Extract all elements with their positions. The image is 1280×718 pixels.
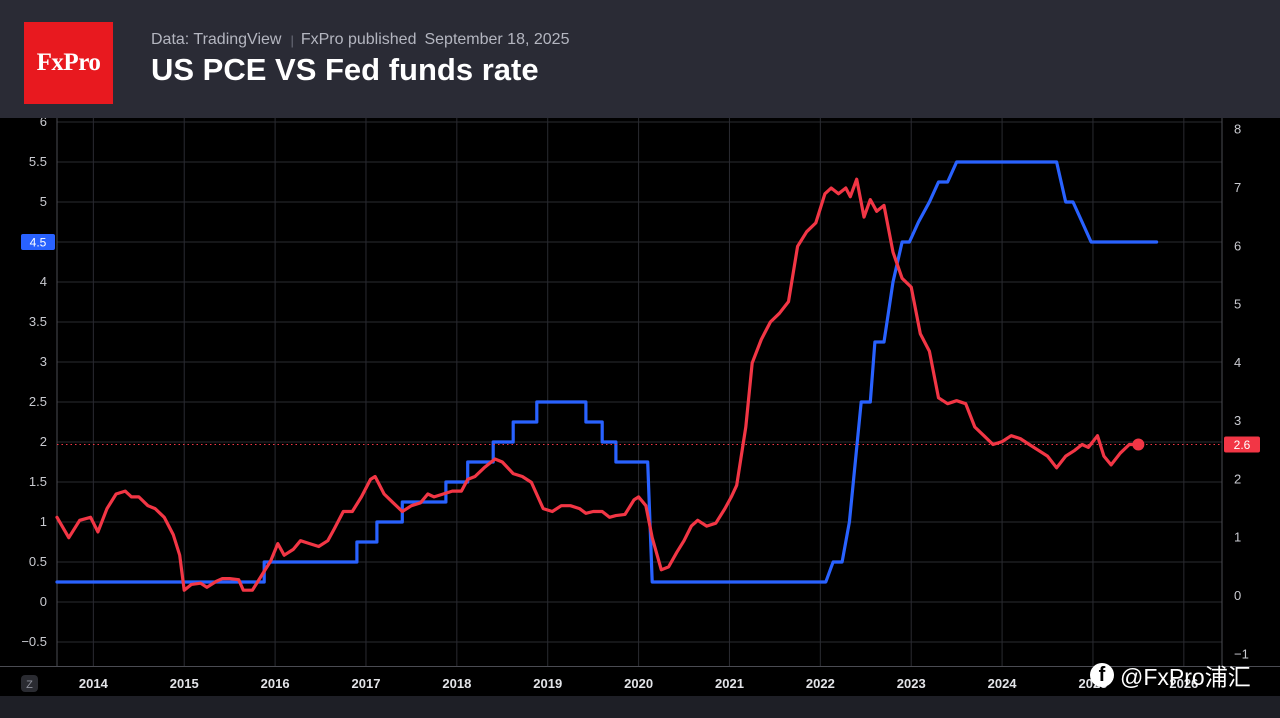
left-tick-label: 1 <box>40 514 47 529</box>
fed_funds-line <box>55 160 1159 584</box>
marker-layer <box>57 438 1222 451</box>
right-tick-label: 1 <box>1234 530 1241 545</box>
chart-grid <box>0 118 1280 667</box>
x-axis: 2014 2015 2016 2017 2018 2019 2020 2021 2022 2023… <box>21 675 1198 692</box>
right-tick-label: 0 <box>1234 588 1241 603</box>
right-axis: 8 7 6 5 4 3 2 1 0 −1 2.6 <box>1224 122 1260 661</box>
publisher: FxPro published <box>300 31 417 48</box>
x-tick-label: 2023 <box>897 676 926 691</box>
fed-funds-badge-label: 4.5 <box>30 236 47 250</box>
fed-funds-badge-bg <box>21 234 55 250</box>
left-tick-label: 5 <box>40 194 47 209</box>
x-tick-label: 2017 <box>352 676 381 691</box>
x-tick-label: 2019 <box>533 676 562 691</box>
axis-corner: Z <box>21 675 38 692</box>
left-tick-label: −0.5 <box>21 634 47 649</box>
chart-meta: Data: TradingView | FxPro published Sept… <box>151 30 569 50</box>
left-tick-label: 2.5 <box>29 394 47 409</box>
left-tick-label: 5.5 <box>29 154 47 169</box>
x-tick-label: 2016 <box>261 676 290 691</box>
right-tick-label: 2 <box>1234 471 1241 486</box>
right-tick-label: 3 <box>1234 413 1241 428</box>
right-tick-label: 4 <box>1234 355 1241 370</box>
x-tick-label: 2020 <box>624 676 653 691</box>
chart-title: US PCE VS Fed funds rate <box>151 52 539 87</box>
meta-separator: | <box>290 32 294 48</box>
axis-corner-box <box>21 675 38 692</box>
pce-last-point <box>1132 438 1145 451</box>
pce-badge-label: 2.6 <box>1234 438 1251 452</box>
left-tick-label: 4 <box>40 274 47 289</box>
fed-funds-value-badge: 4.5 <box>21 234 55 250</box>
data-source: Data: TradingView <box>151 31 282 48</box>
x-tick-label: 2026 <box>1169 676 1198 691</box>
facebook-icon: f <box>1090 663 1114 687</box>
pce-line <box>55 177 1140 592</box>
plot-area <box>57 118 1222 666</box>
left-axis: 65.554.543.532.521.510.50−0.54.5 <box>21 118 55 649</box>
left-tick-label: 0.5 <box>29 554 47 569</box>
pce-value-badge: 2.6 <box>1224 436 1260 453</box>
right-tick-label: 6 <box>1234 238 1241 253</box>
bottom-strip <box>0 696 1280 718</box>
left-tick-label: 1.5 <box>29 474 47 489</box>
pce-vs-fed-funds-chart: 65.554.543.532.521.510.50−0.54.5 8765432… <box>0 118 1280 692</box>
publish-date: September 18, 2025 <box>424 31 570 48</box>
right-tick-label: −1 <box>1234 646 1249 661</box>
x-tick-label: 2018 <box>442 676 471 691</box>
right-tick-label: 5 <box>1234 297 1241 312</box>
fxpro-logo: FxPro <box>24 22 113 104</box>
series-layer <box>55 160 1159 592</box>
left-tick-label: 0 <box>40 594 47 609</box>
left-tick-label: 6 <box>40 118 47 129</box>
x-tick-label: 2014 <box>79 676 109 691</box>
x-tick-label: 2015 <box>170 676 199 691</box>
left-tick-label: 3.5 <box>29 314 47 329</box>
watermark-text: @FxPro浦汇 <box>1120 664 1251 690</box>
left-tick-label: 3 <box>40 354 47 369</box>
x-tick-label: 2022 <box>806 676 835 691</box>
x-tick-label: 2024 <box>988 676 1018 691</box>
left-tick-label: 2 <box>40 434 47 449</box>
watermark: f @FxPro浦汇 <box>1090 660 1251 690</box>
axis-corner-label: Z <box>26 679 33 691</box>
pce-badge-bg <box>1224 436 1260 453</box>
x-tick-label: 2021 <box>715 676 744 691</box>
chart-header: FxPro Data: TradingView | FxPro publishe… <box>0 0 1280 118</box>
right-tick-label: 7 <box>1234 180 1241 195</box>
right-tick-label: 8 <box>1234 122 1241 137</box>
